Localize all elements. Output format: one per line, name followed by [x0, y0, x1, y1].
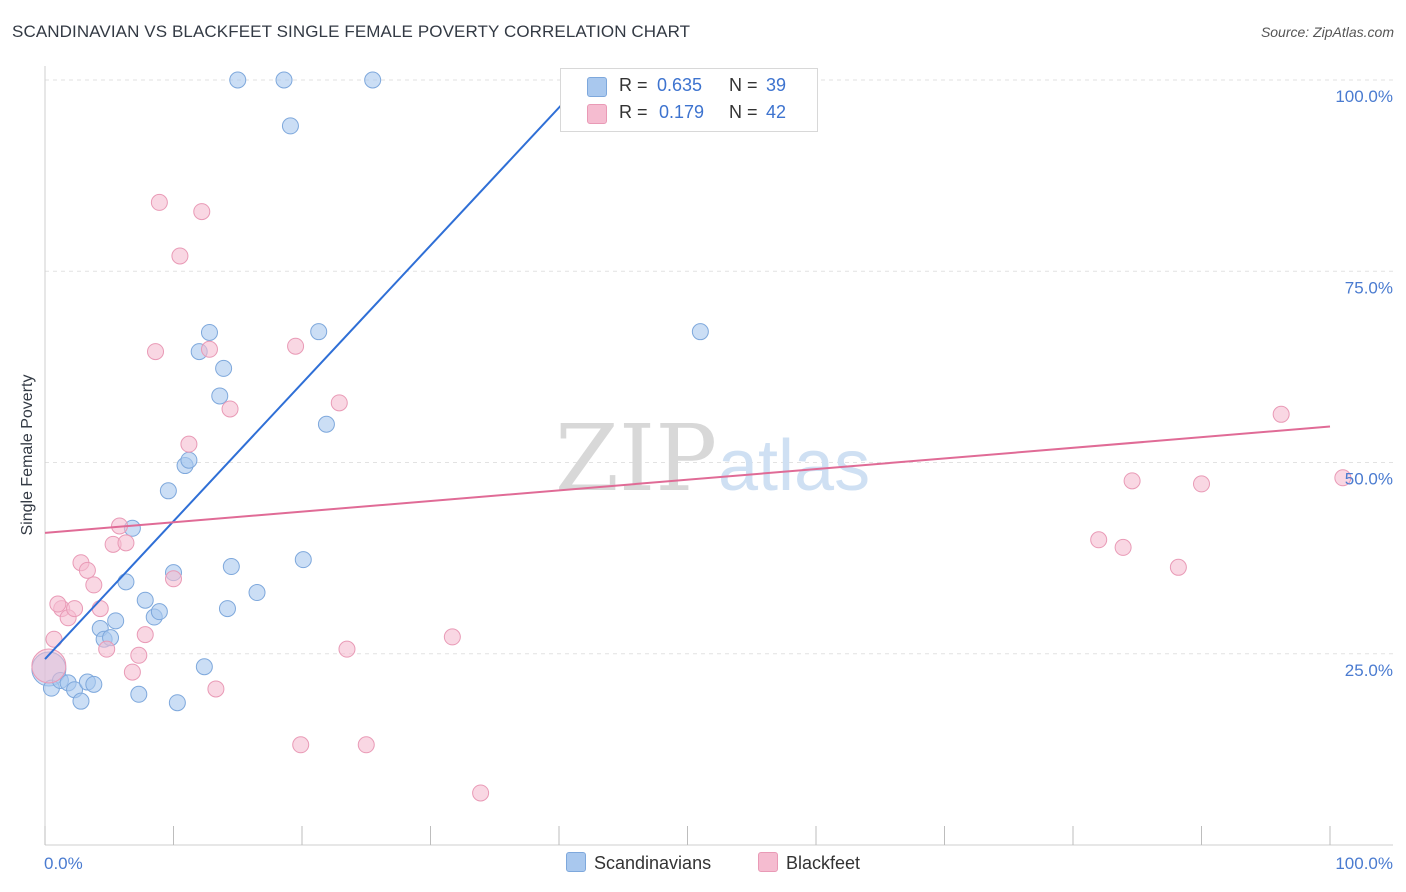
data-points: [31, 71, 1352, 802]
point-scandinavians: [150, 603, 168, 621]
legend-swatch-scandinavians: [587, 77, 607, 97]
point-scandinavians: [222, 558, 240, 576]
correlation-legend: R = 0.635 N = 39 R = 0.179 N = 42: [560, 68, 818, 132]
point-scandinavians: [195, 658, 213, 676]
point-scandinavians: [215, 359, 233, 377]
point-scandinavians: [130, 685, 148, 703]
legend-swatch-blackfeet: [587, 104, 607, 124]
point-blackfeet: [150, 193, 168, 211]
point-blackfeet: [357, 736, 375, 754]
tick-labels: 25.0% 50.0% 75.0% 100.0% 0.0% 100.0%: [44, 87, 1393, 873]
watermark: ZIP atlas: [555, 405, 870, 512]
point-blackfeet: [165, 570, 182, 588]
point-scandinavians: [117, 573, 135, 591]
point-blackfeet: [31, 648, 67, 684]
point-blackfeet: [443, 628, 461, 646]
point-scandinavians: [294, 551, 312, 569]
legend-r-label: R =: [619, 102, 648, 122]
point-scandinavians: [211, 387, 229, 405]
point-blackfeet: [180, 435, 198, 453]
point-blackfeet: [221, 400, 239, 418]
point-scandinavians: [159, 482, 177, 500]
point-blackfeet: [330, 394, 348, 412]
y-tick-label: 100.0%: [1335, 87, 1393, 106]
point-scandinavians: [281, 117, 299, 135]
point-scandinavians: [200, 323, 218, 341]
legend-row-scandinavians: R = 0.635 N = 39: [561, 75, 817, 99]
watermark-zip: ZIP: [555, 405, 717, 512]
point-blackfeet: [292, 736, 310, 754]
point-scandinavians: [691, 323, 709, 341]
point-blackfeet: [1334, 469, 1352, 487]
y-tick-label: 75.0%: [1345, 278, 1393, 297]
legend-label-blackfeet: Blackfeet: [786, 853, 861, 873]
point-blackfeet: [193, 203, 211, 221]
source-credit: Source: ZipAtlas.com: [1260, 24, 1394, 40]
point-blackfeet: [85, 576, 103, 594]
legend-r-value: 0.635: [657, 75, 703, 95]
point-blackfeet: [338, 640, 356, 658]
point-scandinavians: [317, 415, 335, 433]
point-blackfeet: [49, 595, 67, 613]
y-tick-label: 25.0%: [1345, 661, 1393, 680]
point-scandinavians: [248, 584, 266, 602]
y-tick-label: 50.0%: [1345, 470, 1393, 489]
point-blackfeet: [136, 626, 154, 644]
point-blackfeet: [66, 600, 84, 618]
trendline-blackfeet: [44, 425, 1331, 534]
point-blackfeet: [98, 640, 116, 658]
legend-n-value: 39: [766, 75, 787, 95]
point-scandinavians: [85, 675, 103, 693]
point-blackfeet: [1090, 531, 1108, 549]
legend-label-scandinavians: Scandinavians: [594, 853, 712, 873]
legend-row-blackfeet: R = 0.179 N = 42: [561, 102, 817, 126]
point-blackfeet: [1123, 472, 1141, 490]
point-blackfeet: [91, 600, 109, 618]
legend-swatch-scandinavians: [566, 852, 586, 872]
legend-r-value: 0.179: [659, 102, 705, 122]
legend-item-blackfeet[interactable]: Blackfeet: [758, 852, 860, 874]
chart-title: SCANDINAVIAN VS BLACKFEET SINGLE FEMALE …: [12, 22, 691, 41]
point-blackfeet: [1169, 558, 1187, 576]
point-blackfeet: [1193, 475, 1210, 493]
legend-r-label: R =: [619, 75, 648, 95]
trendline-scandinavians: [44, 79, 586, 660]
point-blackfeet: [147, 343, 165, 361]
legend-n-value: 42: [766, 102, 787, 122]
legend-swatch-blackfeet: [758, 852, 778, 872]
point-scandinavians: [218, 600, 236, 618]
point-scandinavians: [107, 612, 125, 630]
point-blackfeet: [1114, 538, 1132, 556]
point-scandinavians: [275, 71, 293, 89]
point-blackfeet: [207, 680, 225, 698]
point-scandinavians: [180, 451, 198, 469]
point-scandinavians: [72, 692, 90, 710]
point-blackfeet: [130, 646, 148, 664]
axes: [44, 66, 1393, 846]
point-blackfeet: [45, 630, 63, 648]
point-scandinavians: [229, 71, 247, 89]
trend-lines: [44, 79, 1331, 660]
gridlines: [45, 79, 1393, 655]
legend-n-label: N =: [729, 102, 758, 122]
legend-item-scandinavians[interactable]: Scandinavians: [566, 852, 711, 874]
point-blackfeet: [1272, 405, 1290, 423]
point-blackfeet: [123, 663, 141, 681]
x-tick-label: 0.0%: [44, 854, 83, 873]
point-blackfeet: [472, 784, 490, 802]
point-blackfeet: [117, 534, 135, 552]
point-scandinavians: [310, 323, 328, 341]
legend-n-label: N =: [729, 75, 758, 95]
point-blackfeet: [171, 247, 189, 265]
point-scandinavians: [364, 71, 382, 89]
point-blackfeet: [200, 340, 218, 358]
point-scandinavians: [136, 591, 154, 609]
point-scandinavians: [168, 694, 186, 712]
point-blackfeet: [287, 337, 305, 355]
point-blackfeet: [78, 561, 96, 579]
x-tick-label: 100.0%: [1335, 854, 1393, 873]
